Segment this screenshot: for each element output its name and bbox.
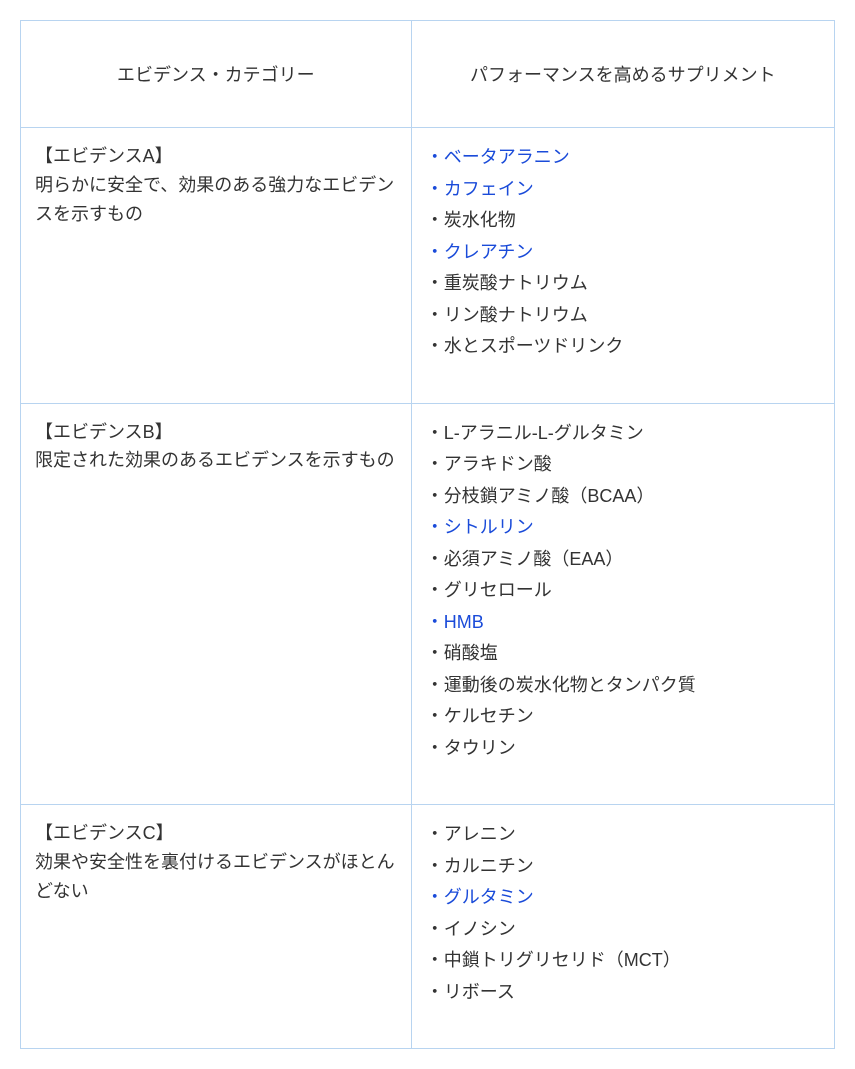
supplement-text: グリセロール bbox=[444, 580, 552, 600]
table-body: 【エビデンスA】明らかに安全で、効果のある強力なエビデンスを示すもの・ベータアラ… bbox=[21, 128, 835, 1049]
category-desc: 効果や安全性を裏付けるエビデンスがほとんどない bbox=[35, 848, 397, 906]
evidence-table: エビデンス・カテゴリー パフォーマンスを高めるサプリメント 【エビデンスA】明ら… bbox=[20, 20, 835, 1049]
supplement-text: カルニチン bbox=[444, 856, 534, 876]
supplement-item: ・ケルセチン bbox=[426, 701, 820, 733]
bullet: ・ bbox=[426, 580, 444, 600]
supplement-text: ケルセチン bbox=[444, 706, 534, 726]
bullet: ・ bbox=[426, 305, 444, 325]
supplement-text: L-アラニル-L-グルタミン bbox=[444, 423, 644, 443]
bullet: ・ bbox=[426, 423, 444, 443]
supplement-text: リボース bbox=[444, 982, 515, 1002]
bullet: ・ bbox=[426, 612, 444, 632]
supplement-item: ・クレアチン bbox=[426, 237, 820, 269]
bullet: ・ bbox=[426, 454, 444, 474]
bullet: ・ bbox=[426, 210, 444, 230]
bullet: ・ bbox=[426, 887, 444, 907]
supplement-text: 硝酸塩 bbox=[444, 643, 498, 663]
supplement-text: 重炭酸ナトリウム bbox=[444, 273, 588, 293]
supplement-link[interactable]: クレアチン bbox=[444, 242, 534, 262]
table-row: 【エビデンスC】効果や安全性を裏付けるエビデンスがほとんどない・アレニン・カルニ… bbox=[21, 805, 835, 1049]
header-left: エビデンス・カテゴリー bbox=[21, 21, 412, 128]
category-title: 【エビデンスC】 bbox=[35, 819, 397, 848]
bullet: ・ bbox=[426, 643, 444, 663]
supplement-link[interactable]: グルタミン bbox=[444, 887, 534, 907]
header-right: パフォーマンスを高めるサプリメント bbox=[411, 21, 834, 128]
items-cell: ・ベータアラニン・カフェイン・炭水化物・クレアチン・重炭酸ナトリウム・リン酸ナト… bbox=[411, 128, 834, 404]
supplement-text: 炭水化物 bbox=[444, 210, 516, 230]
category-cell: 【エビデンスA】明らかに安全で、効果のある強力なエビデンスを示すもの bbox=[21, 128, 412, 404]
supplement-item: ・シトルリン bbox=[426, 512, 820, 544]
bullet: ・ bbox=[426, 706, 444, 726]
supplement-link[interactable]: ベータアラニン bbox=[444, 147, 570, 167]
bullet: ・ bbox=[426, 486, 444, 506]
supplement-text: 運動後の炭水化物とタンパク質 bbox=[444, 675, 696, 695]
bullet: ・ bbox=[426, 824, 444, 844]
supplement-item: ・グリセロール bbox=[426, 575, 820, 607]
bullet: ・ bbox=[426, 242, 444, 262]
category-desc: 明らかに安全で、効果のある強力なエビデンスを示すもの bbox=[35, 171, 397, 229]
supplement-text: 必須アミノ酸（EAA） bbox=[444, 549, 624, 569]
supplement-text: 分枝鎖アミノ酸（BCAA） bbox=[444, 486, 655, 506]
table-row: 【エビデンスA】明らかに安全で、効果のある強力なエビデンスを示すもの・ベータアラ… bbox=[21, 128, 835, 404]
bullet: ・ bbox=[426, 273, 444, 293]
supplement-item: ・L-アラニル-L-グルタミン bbox=[426, 418, 820, 450]
supplement-item: ・硝酸塩 bbox=[426, 638, 820, 670]
bullet: ・ bbox=[426, 950, 444, 970]
bullet: ・ bbox=[426, 675, 444, 695]
bullet: ・ bbox=[426, 549, 444, 569]
supplement-text: アレニン bbox=[444, 824, 516, 844]
supplement-item: ・リボース bbox=[426, 977, 820, 1009]
bullet: ・ bbox=[426, 856, 444, 876]
supplement-item: ・HMB bbox=[426, 607, 820, 639]
supplement-item: ・カフェイン bbox=[426, 174, 820, 206]
category-desc: 限定された効果のあるエビデンスを示すもの bbox=[35, 446, 397, 475]
bullet: ・ bbox=[426, 147, 444, 167]
supplement-item: ・タウリン bbox=[426, 733, 820, 765]
bullet: ・ bbox=[426, 919, 444, 939]
supplement-item: ・中鎖トリグリセリド（MCT） bbox=[426, 945, 820, 977]
supplement-text: アラキドン酸 bbox=[444, 454, 552, 474]
supplement-text: タウリン bbox=[444, 738, 516, 758]
category-title: 【エビデンスB】 bbox=[35, 418, 397, 447]
category-title: 【エビデンスA】 bbox=[35, 142, 397, 171]
supplement-item: ・アレニン bbox=[426, 819, 820, 851]
items-cell: ・アレニン・カルニチン・グルタミン・イノシン・中鎖トリグリセリド（MCT）・リボ… bbox=[411, 805, 834, 1049]
supplement-link[interactable]: シトルリン bbox=[444, 517, 534, 537]
supplement-item: ・重炭酸ナトリウム bbox=[426, 268, 820, 300]
bullet: ・ bbox=[426, 738, 444, 758]
supplement-text: イノシン bbox=[444, 919, 516, 939]
supplement-item: ・イノシン bbox=[426, 914, 820, 946]
bullet: ・ bbox=[426, 517, 444, 537]
category-cell: 【エビデンスC】効果や安全性を裏付けるエビデンスがほとんどない bbox=[21, 805, 412, 1049]
supplement-item: ・水とスポーツドリンク bbox=[426, 331, 820, 363]
supplement-item: ・ベータアラニン bbox=[426, 142, 820, 174]
supplement-text: 中鎖トリグリセリド（MCT） bbox=[444, 950, 681, 970]
supplement-item: ・グルタミン bbox=[426, 882, 820, 914]
category-cell: 【エビデンスB】限定された効果のあるエビデンスを示すもの bbox=[21, 403, 412, 805]
supplement-text: 水とスポーツドリンク bbox=[444, 336, 624, 356]
table-row: 【エビデンスB】限定された効果のあるエビデンスを示すもの・L-アラニル-L-グル… bbox=[21, 403, 835, 805]
supplement-item: ・運動後の炭水化物とタンパク質 bbox=[426, 670, 820, 702]
supplement-link[interactable]: カフェイン bbox=[444, 179, 534, 199]
bullet: ・ bbox=[426, 982, 444, 1002]
supplement-text: リン酸ナトリウム bbox=[444, 305, 588, 325]
supplement-link[interactable]: HMB bbox=[444, 612, 484, 632]
bullet: ・ bbox=[426, 179, 444, 199]
supplement-item: ・分枝鎖アミノ酸（BCAA） bbox=[426, 481, 820, 513]
items-cell: ・L-アラニル-L-グルタミン・アラキドン酸・分枝鎖アミノ酸（BCAA）・シトル… bbox=[411, 403, 834, 805]
supplement-item: ・アラキドン酸 bbox=[426, 449, 820, 481]
supplement-item: ・炭水化物 bbox=[426, 205, 820, 237]
supplement-item: ・リン酸ナトリウム bbox=[426, 300, 820, 332]
supplement-item: ・カルニチン bbox=[426, 851, 820, 883]
bullet: ・ bbox=[426, 336, 444, 356]
supplement-item: ・必須アミノ酸（EAA） bbox=[426, 544, 820, 576]
